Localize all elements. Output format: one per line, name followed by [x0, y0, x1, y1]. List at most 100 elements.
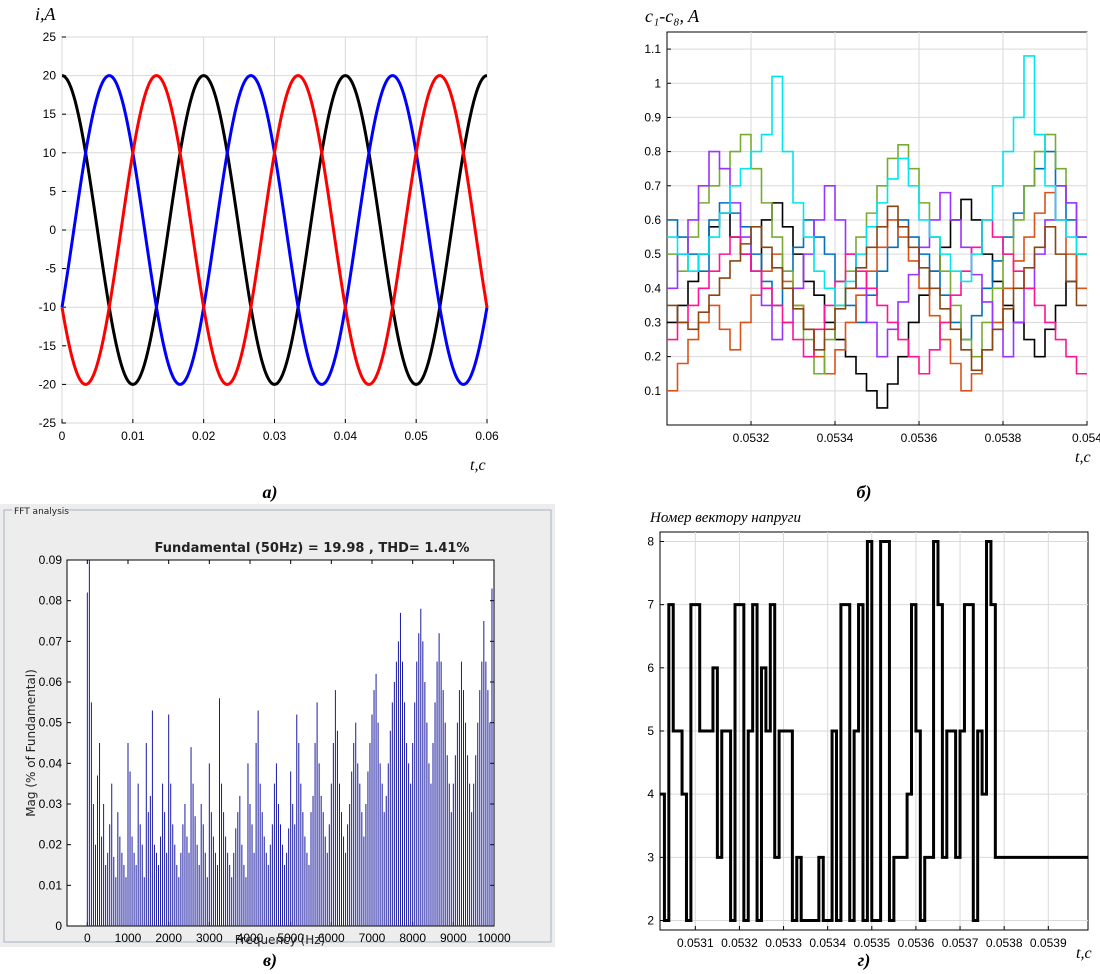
chart-g-xtick-label-3: 0.0534 [809, 936, 846, 950]
chart-b-ytick-label-1: 0.2 [644, 350, 661, 364]
chart-b-ytick-label-2: 0.3 [644, 315, 661, 329]
chart-b-ytick-label-5: 0.6 [644, 213, 661, 227]
chart-v-ytick-label-7: 0.07 [39, 634, 63, 648]
chart-v-ytick-label-9: 0.09 [39, 553, 63, 567]
chart-a-ytick-label-7: 10 [43, 146, 57, 160]
chart-a-xlabel: t,c [470, 457, 486, 474]
chart-b-series-4 [667, 150, 1087, 358]
chart-a-ytick-label-1: -20 [39, 377, 57, 391]
chart-g: Номер вектору напруги 0.0531 0.0532 0.0533… [647, 510, 1091, 971]
chart-b-series-7 [667, 205, 1087, 372]
chart-g-xtick-label-7: 0.0538 [986, 936, 1023, 950]
chart-g-ytick-label-3: 5 [647, 724, 654, 738]
chart-b-xtick-label-0: 0.0532 [733, 431, 770, 445]
panel-label-b: б) [857, 482, 872, 503]
chart-a-xtick-label-3: 0.03 [263, 429, 287, 443]
chart-v-xtick-label-1: 1000 [115, 931, 142, 945]
chart-g-ytick-label-2: 4 [647, 787, 654, 801]
fft-frame-title: FFT analysis [14, 507, 69, 517]
chart-g-series-group [660, 539, 1088, 923]
chart-g-ytick-label-1: 3 [647, 850, 654, 864]
chart-b-series-3 [667, 133, 1087, 375]
chart-v-xtick-label-2: 2000 [155, 931, 182, 945]
chart-v-xtick-label-10: 10000 [477, 931, 511, 945]
chart-a-series-2 [60, 74, 489, 386]
chart-a-ytick-label-9: 20 [43, 69, 57, 83]
chart-b-ytick-label-4: 0.5 [644, 247, 661, 261]
chart-a-xtick-label-0: 0 [59, 429, 66, 443]
chart-g-ytick-label-4: 6 [647, 661, 654, 675]
chart-a-ytick-label-10: 25 [43, 30, 57, 44]
chart-g-ticks: 0.0531 0.0532 0.0533 0.0534 0.0535 0.0536 0.05… [647, 534, 1067, 950]
chart-v-xtick-label-7: 7000 [359, 931, 386, 945]
chart-a-ylabel: i,A [35, 4, 57, 24]
chart-v: FFT analysis Fundamental (50Hz) = 19.98 … [0, 504, 555, 971]
chart-a-xtick-label-5: 0.05 [404, 429, 428, 443]
chart-b-ytick-label-9: 1 [654, 76, 661, 90]
chart-v-ytick-label-2: 0.02 [39, 838, 63, 852]
chart-b-ytick-label-7: 0.8 [644, 145, 661, 159]
chart-a-series-0 [61, 74, 488, 386]
chart-b-xtick-label-1: 0.0534 [817, 431, 854, 445]
chart-v-ytick-label-4: 0.04 [39, 756, 63, 770]
chart-a-xtick-label-6: 0.06 [475, 429, 499, 443]
chart-v-title: Fundamental (50Hz) = 19.98 , THD= 1.41% [155, 541, 470, 556]
panel-label-g: г) [858, 950, 871, 971]
chart-b-series-group [667, 55, 1087, 409]
chart-b-ylabel: c₁-c₈, A [645, 6, 700, 26]
chart-g-series-0 [660, 539, 1088, 923]
chart-a-ytick-label-8: 15 [43, 107, 57, 121]
chart-v-ytick-label-0: 0 [55, 919, 62, 933]
chart-b-ytick-label-6: 0.7 [644, 179, 661, 193]
chart-v-ytick-label-6: 0.06 [39, 675, 63, 689]
chart-v-ylabel: Mag (% of Fundamental) [24, 669, 38, 817]
chart-a-ytick-label-0: -25 [39, 416, 57, 430]
chart-a-ytick-label-5: 0 [49, 223, 56, 237]
chart-g-xtick-label-8: 0.0539 [1030, 936, 1067, 950]
chart-v-xtick-label-6: 6000 [318, 931, 345, 945]
chart-v-xtick-label-9: 9000 [440, 931, 467, 945]
chart-g-xtick-label-0: 0.0531 [677, 936, 714, 950]
chart-b-xtick-label-2: 0.0536 [901, 431, 938, 445]
chart-g-ytick-label-6: 8 [647, 534, 654, 548]
chart-a-ytick-label-6: 5 [49, 184, 56, 198]
chart-g-title: Номер вектору напруги [649, 510, 801, 526]
chart-b-ytick-label-3: 0.4 [644, 281, 661, 295]
chart-v-ytick-label-3: 0.03 [39, 797, 63, 811]
chart-v-xlabel: Frequency (Hz) [235, 933, 326, 947]
chart-b-xtick-label-4: 0.054 [1072, 431, 1100, 445]
chart-v-ytick-label-1: 0.01 [39, 878, 63, 892]
chart-b: c₁-c₈, A 0.0532 0.0534 0.0536 0.0538 0.0540.… [644, 6, 1100, 503]
chart-g-xtick-label-5: 0.0536 [898, 936, 935, 950]
chart-b-ticks: 0.0532 0.0534 0.0536 0.0538 0.054 0.1 0.2 0.3 0.… [644, 42, 1100, 445]
chart-g-ytick-label-0: 2 [647, 914, 654, 928]
chart-v-bars-group [86, 560, 493, 926]
chart-a: i,A 0 0.01 0.02 0.03 0.04 0.05 0.06 -25 -20 -15 -1… [35, 4, 499, 503]
chart-v-xtick-label-8: 8000 [399, 931, 426, 945]
chart-v-ytick-label-8: 0.08 [39, 594, 63, 608]
chart-a-ytick-label-2: -15 [39, 339, 57, 353]
chart-v-xtick-label-0: 0 [84, 931, 91, 945]
chart-b-ytick-label-0: 0.1 [644, 384, 661, 398]
chart-g-xtick-label-2: 0.0533 [765, 936, 802, 950]
chart-a-xtick-label-1: 0.01 [121, 429, 145, 443]
panel-label-v: в) [263, 950, 277, 971]
chart-b-ytick-label-8: 0.9 [644, 110, 661, 124]
fft-group-frame [3, 509, 552, 943]
chart-b-xlabel: t,c [1075, 449, 1091, 466]
chart-b-series-6 [667, 55, 1087, 307]
chart-v-xtick-label-4: 4000 [237, 931, 264, 945]
chart-g-xtick-label-4: 0.0535 [853, 936, 890, 950]
chart-a-ytick-label-4: -5 [45, 262, 56, 276]
chart-a-xtick-label-2: 0.02 [192, 429, 216, 443]
chart-v-xtick-label-5: 5000 [277, 931, 304, 945]
chart-b-series-5 [667, 219, 1087, 375]
chart-a-series-group [60, 74, 489, 386]
panel-label-a: а) [263, 482, 278, 503]
chart-a-ticks: 0 0.01 0.02 0.03 0.04 0.05 0.06 -25 -20 -15 -10 -5 0… [39, 30, 499, 443]
chart-g-xtick-label-1: 0.0532 [721, 936, 758, 950]
chart-v-xtick-label-3: 3000 [196, 931, 223, 945]
chart-b-xtick-label-3: 0.0538 [985, 431, 1022, 445]
chart-g-xlabel: t,c [1076, 945, 1092, 962]
